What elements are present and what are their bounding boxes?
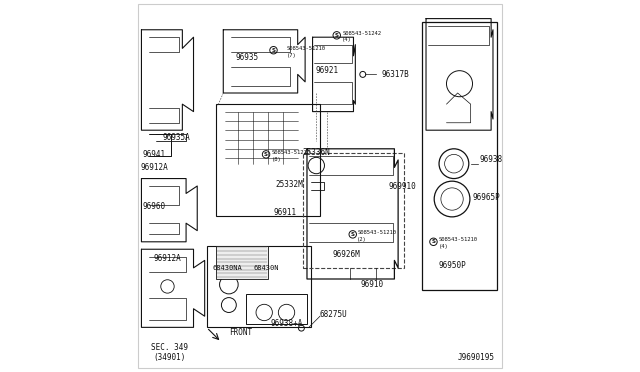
Bar xyxy=(422,22,497,290)
Text: 96938+A: 96938+A xyxy=(271,319,303,328)
Bar xyxy=(216,246,268,279)
Text: 96912A: 96912A xyxy=(141,163,168,172)
Text: 96965P: 96965P xyxy=(472,193,500,202)
Text: 96317B: 96317B xyxy=(381,70,409,79)
Text: 96950P: 96950P xyxy=(438,262,466,270)
Text: S08543-51210: S08543-51210 xyxy=(357,230,396,235)
Text: FRONT: FRONT xyxy=(229,328,252,337)
Text: 96912A: 96912A xyxy=(154,254,181,263)
Text: 96921: 96921 xyxy=(316,66,339,75)
Text: 96935: 96935 xyxy=(236,53,259,62)
Text: 969910: 969910 xyxy=(389,182,417,190)
Text: 25336N: 25336N xyxy=(303,148,330,157)
Text: 96935A: 96935A xyxy=(163,133,191,142)
Bar xyxy=(303,153,404,268)
Text: 96941: 96941 xyxy=(143,150,166,159)
Text: (4): (4) xyxy=(439,244,449,249)
Text: 25332M: 25332M xyxy=(275,180,303,189)
Text: S08543-51210: S08543-51210 xyxy=(271,150,310,155)
Text: S: S xyxy=(335,33,339,38)
Text: SEC. 349: SEC. 349 xyxy=(151,343,188,352)
Text: 96960: 96960 xyxy=(143,202,166,211)
Text: S08543-51210: S08543-51210 xyxy=(439,237,478,243)
Text: S: S xyxy=(431,239,435,244)
Text: S08543-51242: S08543-51242 xyxy=(342,31,381,36)
Text: (2): (2) xyxy=(357,237,367,242)
Text: 96910: 96910 xyxy=(360,280,383,289)
Text: 96938: 96938 xyxy=(480,155,503,164)
Bar xyxy=(216,104,320,216)
Text: (4): (4) xyxy=(342,37,352,42)
Text: 96911: 96911 xyxy=(273,208,296,217)
Text: S08543-51210: S08543-51210 xyxy=(287,46,326,51)
Text: (8): (8) xyxy=(271,157,282,162)
Text: (7): (7) xyxy=(287,52,296,58)
Bar xyxy=(207,246,310,327)
Bar xyxy=(246,294,307,324)
Text: 68430NA: 68430NA xyxy=(212,265,242,271)
Text: 68275U: 68275U xyxy=(319,310,347,319)
Text: S: S xyxy=(264,152,268,157)
Text: 96926M: 96926M xyxy=(332,250,360,259)
Text: S: S xyxy=(351,232,355,237)
Text: (34901): (34901) xyxy=(153,353,186,362)
Text: S: S xyxy=(271,48,275,53)
Text: 68430N: 68430N xyxy=(253,265,279,271)
Text: J9690195: J9690195 xyxy=(458,353,495,362)
